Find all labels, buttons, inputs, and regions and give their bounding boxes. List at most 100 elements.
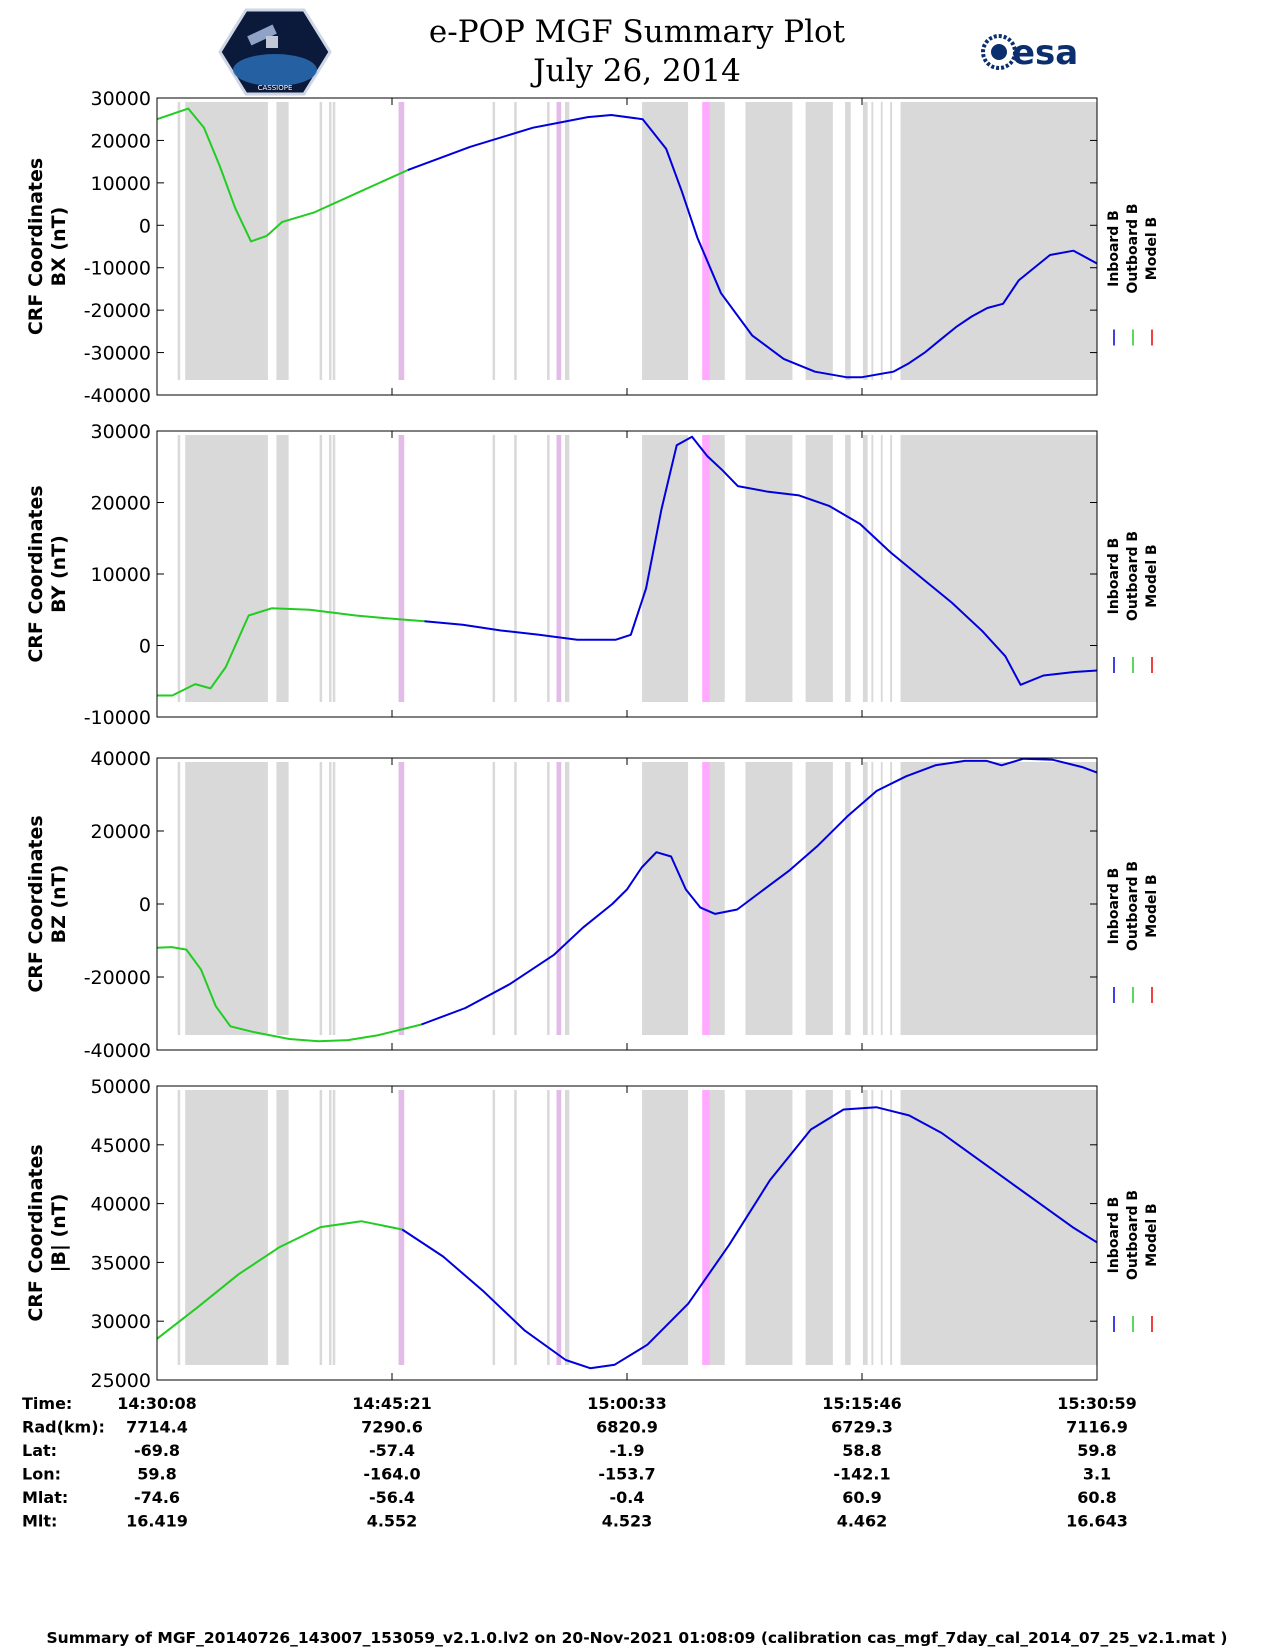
gap-band bbox=[805, 102, 833, 380]
gap-band bbox=[642, 1090, 689, 1365]
background-bands bbox=[177, 1090, 1097, 1365]
plot-title: e-POP MGF Summary Plot bbox=[429, 14, 846, 50]
panel-4: 50000 45000 40000 35000 30000 25000 CRF Coordi… bbox=[25, 1076, 1160, 1392]
gap-band bbox=[890, 762, 893, 1035]
gap-band bbox=[862, 102, 868, 380]
gap-line bbox=[492, 1090, 496, 1365]
gap-band bbox=[642, 762, 689, 1035]
legend-label: Inboard B bbox=[1106, 538, 1122, 615]
gap-band bbox=[900, 1090, 1097, 1365]
ephemeris-value: 59.8 bbox=[1077, 1441, 1116, 1460]
esa-logo: esa bbox=[981, 33, 1078, 73]
gap-line bbox=[319, 435, 323, 702]
legend-label: Model B bbox=[1144, 217, 1160, 280]
y-axis-label-units: |B| (nT) bbox=[48, 1194, 70, 1273]
ephemeris-value: 60.9 bbox=[842, 1488, 881, 1507]
gap-band bbox=[890, 102, 893, 380]
ephemeris-value: -69.8 bbox=[134, 1441, 180, 1460]
y-axis-label-units: BX (nT) bbox=[48, 207, 70, 287]
gap-band bbox=[871, 102, 874, 380]
legend: Inboard B Outboard B Model B bbox=[1106, 203, 1160, 346]
gap-band bbox=[880, 1090, 883, 1365]
ephemeris-value: 7290.6 bbox=[361, 1418, 423, 1437]
y-axis-label-units: BY (nT) bbox=[48, 535, 70, 613]
ephemeris-value: -164.0 bbox=[363, 1465, 420, 1484]
gap-line bbox=[547, 102, 550, 380]
outboard-b-line bbox=[157, 107, 409, 243]
gap-line bbox=[514, 762, 517, 1035]
gap-line bbox=[566, 102, 570, 380]
gap-band bbox=[276, 102, 289, 380]
y-tick-label: 20000 bbox=[91, 493, 151, 515]
gap-band bbox=[845, 1090, 851, 1365]
gap-line bbox=[564, 762, 568, 1035]
gap-band bbox=[871, 435, 874, 702]
gap-band bbox=[890, 435, 893, 702]
y-tick-label: 20000 bbox=[91, 130, 151, 152]
flag-band bbox=[398, 435, 405, 702]
gap-band bbox=[862, 1090, 868, 1365]
background-bands bbox=[177, 102, 1097, 380]
series-lines bbox=[157, 435, 1097, 697]
ephemeris-row-label: Rad(km): bbox=[22, 1418, 105, 1437]
gap-band bbox=[745, 435, 793, 702]
gap-band bbox=[900, 102, 1097, 380]
y-tick-label: -20000 bbox=[84, 967, 151, 989]
series-lines bbox=[157, 1106, 1097, 1370]
ephemeris-value: 7714.4 bbox=[126, 1418, 188, 1437]
y-axis-label: CRF Coordinates bbox=[25, 158, 47, 335]
y-tick-label: 45000 bbox=[91, 1135, 151, 1157]
gap-line bbox=[329, 1090, 332, 1365]
flag-band bbox=[398, 1090, 405, 1365]
legend: Inboard B Outboard B Model B bbox=[1106, 1190, 1160, 1332]
y-tick-label: -40000 bbox=[84, 385, 151, 407]
gap-band bbox=[805, 762, 833, 1035]
legend-label: Model B bbox=[1144, 874, 1160, 937]
gap-line bbox=[547, 435, 550, 702]
gap-line bbox=[566, 1090, 570, 1365]
ephemeris-value: 4.552 bbox=[367, 1512, 418, 1531]
y-tick-label: -10000 bbox=[84, 258, 151, 280]
ephemeris-row-label: Mlat: bbox=[22, 1488, 68, 1507]
panels: 30000 20000 10000 0 -10000 -20000 -30000 -40000… bbox=[25, 88, 1160, 1392]
cassiope-logo: CASSIOPE bbox=[218, 8, 332, 96]
legend-label: Inboard B bbox=[1106, 868, 1122, 945]
gap-line bbox=[332, 762, 336, 1035]
ephemeris-value: 6729.3 bbox=[831, 1418, 893, 1437]
ephemeris-value: 4.523 bbox=[602, 1512, 653, 1531]
ephemeris-value: -153.7 bbox=[598, 1465, 655, 1484]
y-tick-label: 0 bbox=[139, 894, 151, 916]
gap-line bbox=[319, 762, 323, 1035]
outboard-b-line bbox=[157, 607, 425, 697]
ephemeris-row-label: Lat: bbox=[22, 1441, 57, 1460]
gap-line bbox=[329, 762, 332, 1035]
gap-line bbox=[177, 102, 181, 380]
y-tick-label: -30000 bbox=[84, 343, 151, 365]
gap-line bbox=[332, 102, 336, 380]
y-tick-label: 40000 bbox=[91, 748, 151, 770]
gap-line bbox=[177, 1090, 181, 1365]
flag-band bbox=[556, 435, 562, 702]
ephemeris-value: 7116.9 bbox=[1066, 1418, 1128, 1437]
ephemeris-value: -74.6 bbox=[134, 1488, 180, 1507]
ephemeris-value: -1.9 bbox=[610, 1441, 645, 1460]
panel-1: 30000 20000 10000 0 -10000 -20000 -30000 -40000… bbox=[25, 88, 1160, 407]
y-tick-label: 35000 bbox=[91, 1252, 151, 1274]
legend-label: Inboard B bbox=[1106, 210, 1122, 287]
plot-date: July 26, 2014 bbox=[530, 53, 741, 89]
gap-band bbox=[845, 762, 851, 1035]
ephemeris-value: 16.419 bbox=[126, 1512, 188, 1531]
gap-line bbox=[514, 102, 517, 380]
outboard-b-line bbox=[157, 1220, 403, 1340]
flag-band-pink bbox=[702, 435, 710, 702]
flag-band bbox=[556, 1090, 562, 1365]
y-tick-label: 0 bbox=[139, 215, 151, 237]
gap-band bbox=[185, 1090, 268, 1365]
y-tick-label: -40000 bbox=[84, 1040, 151, 1062]
ephemeris-value: -56.4 bbox=[369, 1488, 415, 1507]
flag-band bbox=[556, 102, 562, 380]
gap-band bbox=[185, 435, 268, 702]
y-tick-label: 20000 bbox=[91, 821, 151, 843]
gap-line bbox=[564, 435, 568, 702]
